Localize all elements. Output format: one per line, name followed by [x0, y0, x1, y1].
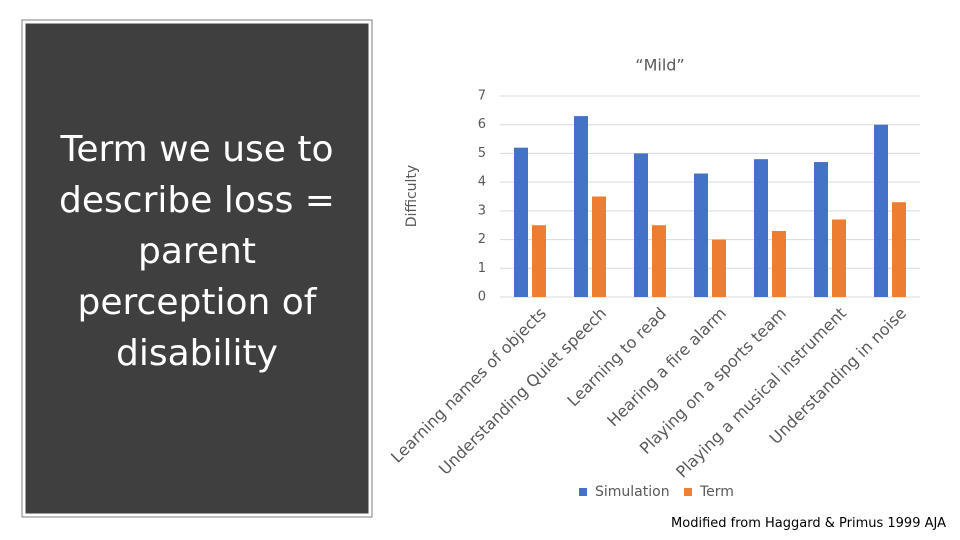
bar: [754, 159, 768, 297]
bar: [574, 116, 588, 297]
bar: [694, 173, 708, 297]
y-tick-label: 5: [478, 146, 486, 161]
source-note: Modified from Haggard & Primus 1999 AJA: [671, 516, 946, 531]
legend-label: Term: [699, 484, 734, 500]
y-tick-label: 6: [478, 117, 486, 132]
bar: [874, 124, 888, 297]
y-tick-label: 3: [478, 203, 486, 218]
bar: [514, 147, 528, 297]
slide-box: [24, 22, 370, 515]
bar: [532, 225, 546, 297]
chart-title: “Mild”: [635, 56, 684, 75]
y-tick-label: 0: [478, 290, 486, 305]
y-axis-label: Difficulty: [404, 165, 420, 227]
bar: [634, 153, 648, 297]
bar: [772, 230, 786, 297]
bar: [892, 202, 906, 297]
y-tick-label: 1: [478, 261, 486, 276]
legend-swatch: [579, 488, 587, 496]
legend-swatch: [684, 488, 692, 496]
y-tick-label: 2: [478, 232, 486, 247]
x-tick-label: Hearing a fire alarm: [603, 304, 730, 431]
y-tick-label: 7: [478, 89, 486, 104]
bar: [832, 219, 846, 297]
bar: [814, 162, 828, 297]
y-tick-label: 4: [478, 175, 486, 190]
slide-box-border: [21, 19, 373, 518]
bar: [652, 225, 666, 297]
bar: [712, 239, 726, 297]
slide-text: Term we use to describe loss = parent pe…: [59, 129, 335, 374]
bar: [592, 196, 606, 297]
legend-label: Simulation: [595, 484, 670, 500]
